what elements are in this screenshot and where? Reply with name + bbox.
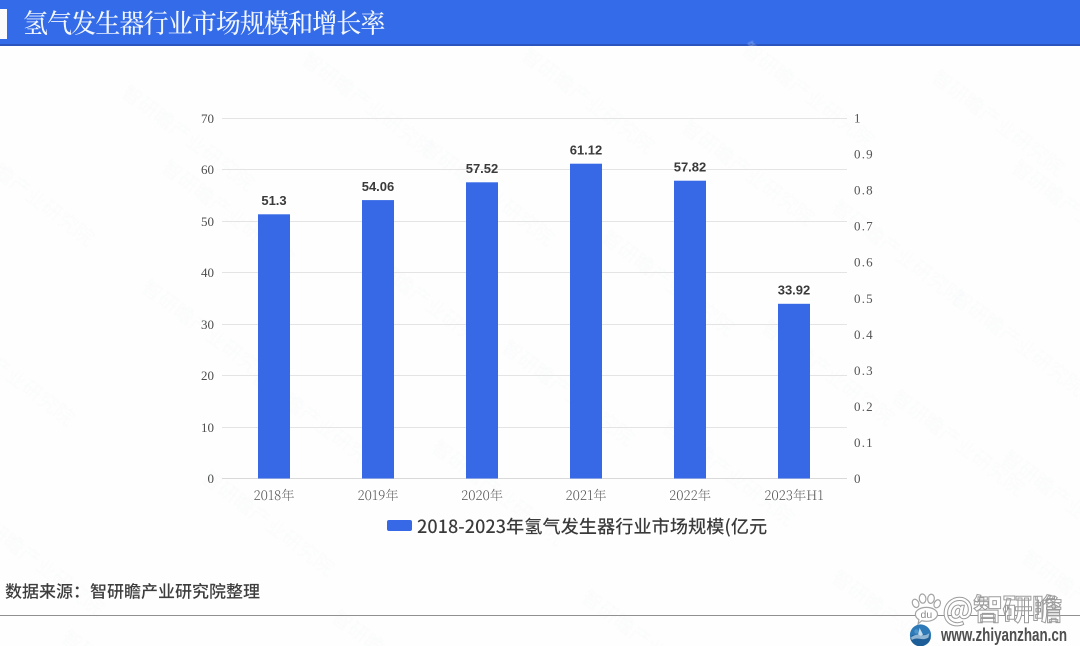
- svg-text:50: 50: [201, 214, 214, 229]
- svg-text:61.12: 61.12: [570, 143, 603, 158]
- svg-text:0.9: 0.9: [854, 147, 874, 162]
- svg-text:70: 70: [201, 111, 214, 126]
- svg-text:57.82: 57.82: [674, 160, 707, 175]
- svg-text:0: 0: [208, 471, 215, 486]
- svg-text:du: du: [921, 609, 933, 621]
- svg-text:0.7: 0.7: [854, 219, 874, 234]
- svg-text:51.3: 51.3: [261, 193, 286, 208]
- svg-text:0.1: 0.1: [854, 435, 874, 450]
- svg-text:0.2: 0.2: [854, 399, 874, 414]
- svg-text:20: 20: [201, 368, 214, 383]
- svg-text:0.6: 0.6: [854, 255, 874, 270]
- svg-text:60: 60: [201, 162, 214, 177]
- svg-text:57.52: 57.52: [466, 161, 499, 176]
- svg-text:0.5: 0.5: [854, 291, 874, 306]
- svg-text:30: 30: [201, 317, 214, 332]
- svg-text:0.8: 0.8: [854, 183, 874, 198]
- svg-text:0: 0: [854, 471, 862, 486]
- svg-text:33.92: 33.92: [778, 283, 811, 298]
- svg-text:0.4: 0.4: [854, 327, 874, 342]
- svg-text:0.3: 0.3: [854, 363, 874, 378]
- svg-text:40: 40: [201, 265, 214, 280]
- svg-text:10: 10: [201, 420, 214, 435]
- svg-text:1: 1: [854, 111, 862, 126]
- svg-text:54.06: 54.06: [362, 179, 395, 194]
- svg-text:www.zhiyanzhan.cn: www.zhiyanzhan.cn: [940, 625, 1067, 645]
